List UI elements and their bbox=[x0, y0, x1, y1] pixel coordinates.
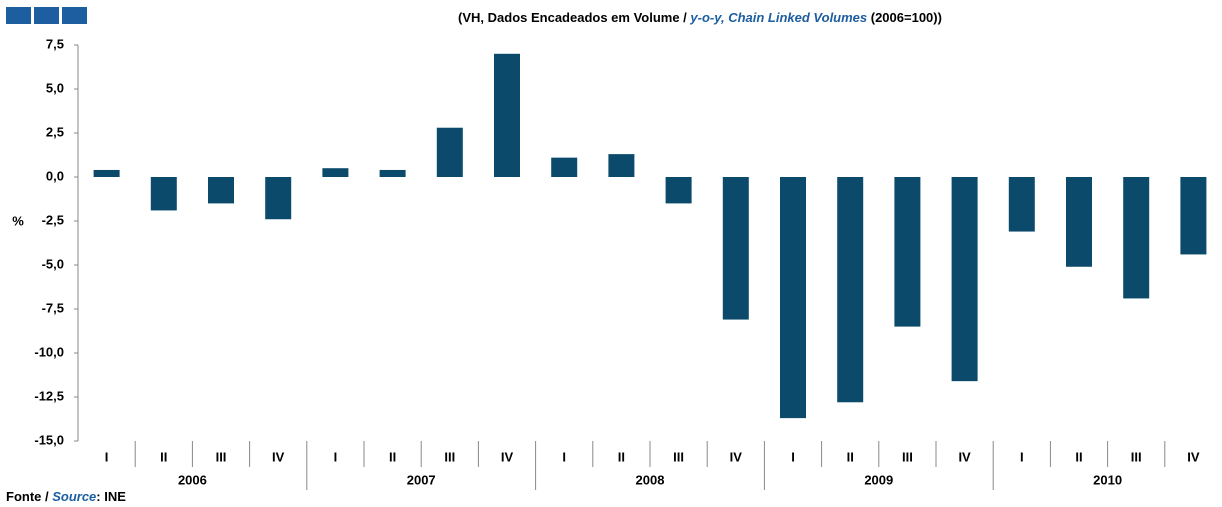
bar bbox=[837, 177, 864, 403]
bar bbox=[150, 177, 177, 211]
y-tick-label: -2,5 bbox=[42, 212, 64, 227]
bar bbox=[665, 177, 692, 204]
y-tick-label: 7,5 bbox=[46, 36, 64, 51]
group-label: 2010 bbox=[1093, 472, 1122, 487]
x-tick-label: IV bbox=[272, 449, 285, 464]
logo-block bbox=[34, 7, 59, 24]
bar bbox=[1066, 177, 1092, 267]
y-tick-label: -5,0 bbox=[42, 256, 64, 271]
x-tick-label: II bbox=[389, 449, 396, 464]
source: Fonte / Source: INE bbox=[6, 489, 126, 504]
x-tick-label: III bbox=[673, 449, 684, 464]
bar bbox=[93, 169, 120, 177]
bar bbox=[608, 154, 635, 177]
source-part: Source bbox=[52, 489, 96, 504]
bar bbox=[1180, 177, 1207, 255]
y-tick-label: -10,0 bbox=[34, 344, 64, 359]
y-tick-label: -15,0 bbox=[34, 432, 64, 447]
bar bbox=[722, 177, 749, 320]
x-tick-label: IV bbox=[958, 449, 971, 464]
bar bbox=[951, 177, 978, 382]
x-tick-label: II bbox=[160, 449, 167, 464]
y-tick-label: 5,0 bbox=[46, 80, 64, 95]
bar bbox=[208, 177, 234, 204]
x-tick-label: III bbox=[902, 449, 913, 464]
bar bbox=[780, 177, 806, 419]
y-tick-label: -12,5 bbox=[34, 388, 64, 403]
x-tick-label: I bbox=[562, 449, 566, 464]
group-label: 2007 bbox=[407, 472, 436, 487]
x-tick-label: III bbox=[444, 449, 455, 464]
x-tick-label: IV bbox=[1187, 449, 1200, 464]
title-part: y-o-y, Chain Linked Volumes bbox=[689, 10, 867, 25]
x-tick-label: I bbox=[105, 449, 109, 464]
group-label: 2008 bbox=[636, 472, 665, 487]
x-tick-label: I bbox=[791, 449, 795, 464]
x-tick-label: IV bbox=[501, 449, 514, 464]
chart-title: (VH, Dados Encadeados em Volume / y-o-y,… bbox=[458, 10, 942, 25]
source-part: Fonte / bbox=[6, 489, 52, 504]
y-tick-label: 0,0 bbox=[46, 168, 64, 183]
group-label: 2009 bbox=[864, 472, 893, 487]
bar bbox=[265, 177, 292, 220]
bar bbox=[894, 177, 921, 327]
x-tick-label: II bbox=[618, 449, 625, 464]
x-tick-label: IV bbox=[730, 449, 743, 464]
logo-block bbox=[62, 7, 87, 24]
y-axis-label: % bbox=[12, 213, 24, 228]
x-tick-label: II bbox=[847, 449, 854, 464]
x-tick-label: I bbox=[1020, 449, 1024, 464]
bar bbox=[494, 53, 520, 177]
group-label: 2006 bbox=[178, 472, 207, 487]
y-tick-label: -7,5 bbox=[42, 300, 64, 315]
bar bbox=[551, 157, 578, 177]
source-part: : INE bbox=[96, 489, 126, 504]
y-tick-label: 2,5 bbox=[46, 124, 64, 139]
bar bbox=[1008, 177, 1035, 232]
logo-block bbox=[6, 7, 31, 24]
x-tick-label: II bbox=[1075, 449, 1082, 464]
x-tick-label: III bbox=[1131, 449, 1142, 464]
x-tick-label: I bbox=[334, 449, 338, 464]
bar bbox=[1123, 177, 1150, 299]
bar bbox=[322, 168, 349, 177]
title-part: (VH, Dados Encadeados em Volume / bbox=[458, 10, 690, 25]
x-tick-label: III bbox=[216, 449, 227, 464]
bar bbox=[379, 169, 406, 177]
bar bbox=[436, 127, 463, 177]
title-part: (2006=100)) bbox=[867, 10, 942, 25]
